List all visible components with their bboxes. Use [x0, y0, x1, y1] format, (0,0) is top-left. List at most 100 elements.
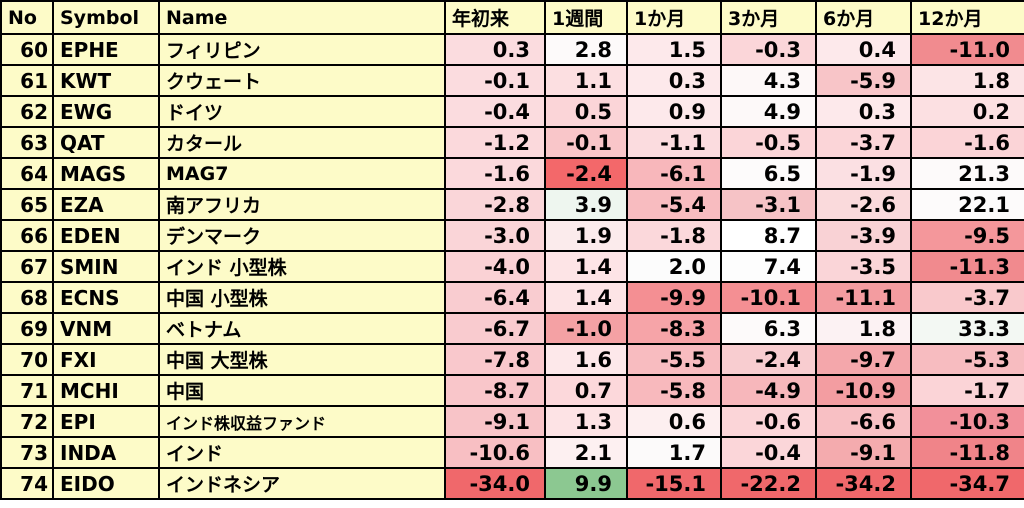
table-row: 62 EWG ドイツ -0.4 0.5 0.9 4.9 0.3 0.2: [0, 95, 1024, 128]
return-cell: 1.4: [544, 250, 628, 283]
return-cell: 6.3: [720, 312, 817, 345]
symbol-cell: EIDO: [52, 467, 160, 500]
return-cell: -0.1: [544, 126, 628, 159]
header-1m: 1か月: [626, 0, 722, 35]
name-cell: 中国 小型株: [158, 281, 446, 314]
return-cell: -5.9: [815, 64, 912, 97]
row-number: 61: [0, 64, 54, 97]
header-no: No: [0, 0, 54, 35]
return-cell: 0.2: [910, 95, 1024, 128]
symbol-cell: EPI: [52, 405, 160, 438]
return-cell: 0.4: [815, 33, 912, 66]
table-row: 74 EIDO インドネシア -34.0 9.9 -15.1 -22.2 -34.2 -34.7: [0, 467, 1024, 500]
return-cell: 2.1: [544, 436, 628, 469]
return-cell: 1.3: [544, 405, 628, 438]
row-number: 69: [0, 312, 54, 345]
row-number: 74: [0, 467, 54, 500]
name-cell: インドネシア: [158, 467, 446, 500]
symbol-cell: MAGS: [52, 157, 160, 190]
return-cell: -9.1: [444, 405, 546, 438]
return-cell: -4.0: [444, 250, 546, 283]
header-6m: 6か月: [815, 0, 912, 35]
name-cell: MAG7: [158, 157, 446, 190]
return-cell: 6.5: [720, 157, 817, 190]
return-cell: 0.3: [626, 64, 722, 97]
symbol-cell: MCHI: [52, 374, 160, 407]
return-cell: -0.3: [720, 33, 817, 66]
table-row: 66 EDEN デンマーク -3.0 1.9 -1.8 8.7 -3.9 -9.5: [0, 219, 1024, 252]
return-cell: 33.3: [910, 312, 1024, 345]
symbol-cell: FXI: [52, 343, 160, 376]
name-cell: インド 小型株: [158, 250, 446, 283]
return-cell: 0.3: [444, 33, 546, 66]
name-cell: ベトナム: [158, 312, 446, 345]
return-cell: 0.5: [544, 95, 628, 128]
return-cell: -0.6: [720, 405, 817, 438]
header-name: Name: [158, 0, 446, 35]
name-cell: クウェート: [158, 64, 446, 97]
return-cell: 2.0: [626, 250, 722, 283]
table-row: 71 MCHI 中国 -8.7 0.7 -5.8 -4.9 -10.9 -1.7: [0, 374, 1024, 407]
return-cell: 1.7: [626, 436, 722, 469]
return-cell: 3.9: [544, 188, 628, 221]
return-cell: 7.4: [720, 250, 817, 283]
return-cell: 1.6: [544, 343, 628, 376]
symbol-cell: QAT: [52, 126, 160, 159]
return-cell: -9.9: [626, 281, 722, 314]
return-cell: -5.3: [910, 343, 1024, 376]
table-row: 73 INDA インド -10.6 2.1 1.7 -0.4 -9.1 -11.8: [0, 436, 1024, 469]
return-cell: -34.2: [815, 467, 912, 500]
table-body: 60 EPHE フィリピン 0.3 2.8 1.5 -0.3 0.4 -11.0 61 KWT クウェ…: [0, 33, 1024, 500]
return-cell: -10.3: [910, 405, 1024, 438]
symbol-cell: EZA: [52, 188, 160, 221]
return-cell: -0.4: [720, 436, 817, 469]
return-cell: -11.8: [910, 436, 1024, 469]
name-cell: インド: [158, 436, 446, 469]
return-cell: 0.6: [626, 405, 722, 438]
table-row: 63 QAT カタール -1.2 -0.1 -1.1 -0.5 -3.7 -1.6: [0, 126, 1024, 159]
return-cell: -5.4: [626, 188, 722, 221]
return-cell: -8.7: [444, 374, 546, 407]
return-cell: -3.0: [444, 219, 546, 252]
return-cell: -9.5: [910, 219, 1024, 252]
row-number: 72: [0, 405, 54, 438]
return-cell: -1.1: [626, 126, 722, 159]
name-cell: デンマーク: [158, 219, 446, 252]
return-cell: -1.6: [444, 157, 546, 190]
row-number: 70: [0, 343, 54, 376]
row-number: 62: [0, 95, 54, 128]
return-cell: -1.6: [910, 126, 1024, 159]
return-cell: 21.3: [910, 157, 1024, 190]
return-cell: 1.9: [544, 219, 628, 252]
return-cell: 1.8: [815, 312, 912, 345]
symbol-cell: KWT: [52, 64, 160, 97]
return-cell: -0.1: [444, 64, 546, 97]
header-symbol: Symbol: [52, 0, 160, 35]
return-cell: -1.8: [626, 219, 722, 252]
return-cell: -34.0: [444, 467, 546, 500]
row-number: 64: [0, 157, 54, 190]
return-cell: -3.1: [720, 188, 817, 221]
table-row: 70 FXI 中国 大型株 -7.8 1.6 -5.5 -2.4 -9.7 -5.3: [0, 343, 1024, 376]
header-3m: 3か月: [720, 0, 817, 35]
return-cell: -22.2: [720, 467, 817, 500]
return-cell: 0.9: [626, 95, 722, 128]
return-cell: 0.3: [815, 95, 912, 128]
return-cell: -3.7: [815, 126, 912, 159]
row-number: 67: [0, 250, 54, 283]
header-ytd: 年初来: [444, 0, 546, 35]
return-cell: -9.1: [815, 436, 912, 469]
name-cell: 南アフリカ: [158, 188, 446, 221]
return-cell: 1.5: [626, 33, 722, 66]
return-cell: -6.4: [444, 281, 546, 314]
row-number: 66: [0, 219, 54, 252]
table-row: 60 EPHE フィリピン 0.3 2.8 1.5 -0.3 0.4 -11.0: [0, 33, 1024, 66]
table-row: 69 VNM ベトナム -6.7 -1.0 -8.3 6.3 1.8 33.3: [0, 312, 1024, 345]
return-cell: 1.4: [544, 281, 628, 314]
symbol-cell: EDEN: [52, 219, 160, 252]
return-cell: -1.9: [815, 157, 912, 190]
symbol-cell: EWG: [52, 95, 160, 128]
name-cell: インド株収益ファンド: [158, 405, 446, 438]
table-row: 61 KWT クウェート -0.1 1.1 0.3 4.3 -5.9 1.8: [0, 64, 1024, 97]
